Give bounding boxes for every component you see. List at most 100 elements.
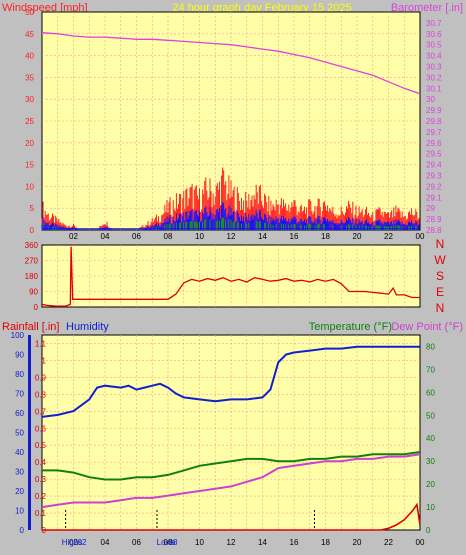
barometer-tick-label: 29.6 — [426, 139, 442, 148]
rainfall-tick-label: 1.1 — [35, 339, 47, 348]
rainfall-tick-label: 0.4 — [35, 458, 47, 467]
wind-barometer-lines — [41, 32, 421, 95]
barometer-tick-label: 30.3 — [426, 63, 442, 72]
rainfall-tick-label: 0 — [42, 526, 47, 535]
barometer-tick-label: 29.7 — [426, 128, 442, 137]
rainfall-tick-labels: 0 0.1 0.2 0.3 0.4 0.5 0.6 0.7 0.8 0.9 1 1.1 — [35, 339, 47, 535]
wind-direction-tick-labels: 0 90 180 270 360 — [25, 241, 39, 312]
barometer-tick-labels: 28.8 28.9 29 29.1 29.229.3 29.4 29.5 29.6 29.7 29… — [426, 19, 442, 235]
windspeed-tick-label: 0 — [30, 226, 35, 235]
panel3-hour-label: 18 — [321, 538, 330, 547]
humidity-tick-label: 30 — [15, 468, 24, 477]
highs-overlap-label: 02 — [78, 538, 87, 547]
barometer-tick-label: 29.5 — [426, 150, 442, 159]
wind-direction-grid — [42, 245, 420, 307]
barometer-line — [41, 32, 421, 95]
barometer-tick-label: 29.8 — [426, 117, 442, 126]
panel3-hour-label: 20 — [353, 538, 362, 547]
barometer-tick-label: 29.4 — [426, 161, 442, 170]
panel1-hour-label: 00 — [416, 232, 425, 241]
humidity-tick-label: 50 — [15, 429, 24, 438]
rainfall-line — [42, 502, 421, 531]
windspeed-tick-label: 40 — [25, 52, 34, 61]
humidity-tick-label: 10 — [15, 507, 24, 516]
panel3-hour-label: 16 — [290, 538, 299, 547]
direction-tick-label: 360 — [25, 241, 39, 250]
barometer-axis-title: Barometer [.in] — [391, 2, 463, 14]
temperature-tick-label: 0 — [426, 526, 431, 535]
panel3-hour-label: 04 — [101, 538, 110, 547]
barometer-tick-label: 30.6 — [426, 30, 442, 39]
direction-tick-label: 90 — [29, 288, 38, 297]
panel3-hour-label: 10 — [195, 538, 204, 547]
temperature-line — [42, 451, 421, 481]
panel1-hour-label: 14 — [258, 232, 267, 241]
panel1-hour-label: 08 — [164, 232, 173, 241]
panel1-hour-labels: 02 04 06 08 10 12 14 16 18 20 22 00 — [69, 232, 425, 241]
humidity-tick-label: 0 — [20, 526, 25, 535]
rainfall-tick-label: 0.1 — [35, 509, 47, 518]
windspeed-tick-label: 5 — [30, 204, 35, 213]
wind-direction-line — [41, 246, 420, 307]
barometer-tick-label: 29.2 — [426, 182, 442, 191]
wind-direction-line — [41, 246, 420, 307]
barometer-tick-label: 28.8 — [426, 226, 442, 235]
panel1-hour-label: 04 — [101, 232, 110, 241]
temperature-tick-label: 40 — [426, 434, 435, 443]
panel1-hour-label: 22 — [384, 232, 393, 241]
rainfall-tick-label: 0.2 — [35, 492, 47, 501]
windspeed-tick-label: 15 — [25, 161, 34, 170]
temperature-axis-title: Temperature (°F) — [309, 321, 392, 333]
rainfall-tick-label: 1 — [42, 356, 47, 365]
temp-humidity-lines — [41, 345, 421, 531]
rainfall-tick-label: 0.7 — [35, 407, 47, 416]
temperature-tick-label: 50 — [426, 411, 435, 420]
compass-label-w: W — [434, 253, 446, 267]
compass-label-e: E — [436, 285, 444, 299]
barometer-tick-label: 29.3 — [426, 172, 442, 181]
panel3-hour-labels: 02 04 06 08 10 12 14 16 18 20 22 00 — [69, 538, 425, 547]
barometer-tick-label: 30.1 — [426, 84, 442, 93]
rainfall-axis-title: Rainfall [.in] — [2, 321, 59, 333]
windspeed-tick-label: 30 — [25, 95, 34, 104]
windspeed-tick-label: 45 — [25, 30, 34, 39]
high-low-markers — [65, 510, 315, 528]
direction-tick-label: 180 — [25, 272, 39, 281]
windspeed-tick-label: 25 — [25, 117, 34, 126]
panel3-hour-label: 08 — [164, 538, 173, 547]
humidity-tick-label: 100 — [11, 331, 25, 340]
lows-overlap-label: 08 — [169, 538, 178, 547]
panel1-hour-label: 20 — [353, 232, 362, 241]
humidity-tick-label: 70 — [15, 390, 24, 399]
temperature-tick-label: 10 — [426, 503, 435, 512]
temperature-tick-label: 80 — [426, 342, 435, 351]
rainfall-tick-label: 0.5 — [35, 441, 47, 450]
barometer-tick-label: 30.2 — [426, 73, 442, 82]
compass-label-n-bottom: N — [436, 301, 445, 315]
humidity-tick-label: 80 — [15, 370, 24, 379]
panel3-hour-label: 12 — [227, 538, 236, 547]
barometer-tick-label: 29 — [426, 204, 435, 213]
compass-label-n-top: N — [436, 237, 445, 251]
temperature-tick-label: 30 — [426, 457, 435, 466]
humidity-tick-label: 90 — [15, 351, 24, 360]
barometer-tick-label: 29.1 — [426, 193, 442, 202]
humidity-tick-label: 20 — [15, 487, 24, 496]
temperature-tick-label: 70 — [426, 365, 435, 374]
panel1-hour-label: 18 — [321, 232, 330, 241]
barometer-tick-label: 28.9 — [426, 215, 442, 224]
barometer-tick-label: 30.4 — [426, 52, 442, 61]
panel1-hour-label: 12 — [227, 232, 236, 241]
windspeed-tick-label: 50 — [25, 8, 34, 17]
barometer-tick-label: 30 — [426, 95, 435, 104]
humidity-tick-label: 60 — [15, 409, 24, 418]
direction-tick-label: 270 — [25, 257, 39, 266]
humidity-line — [41, 345, 420, 418]
rainfall-tick-label: 0.3 — [35, 475, 47, 484]
direction-tick-label: 0 — [34, 303, 39, 312]
panel3-hour-label: 22 — [384, 538, 393, 547]
humidity-tick-labels: 0 10 20 30 40 50 60 70 80 90 100 — [11, 331, 25, 535]
temperature-tick-labels: 0 10 20 30 40 50 60 70 80 — [426, 342, 435, 535]
